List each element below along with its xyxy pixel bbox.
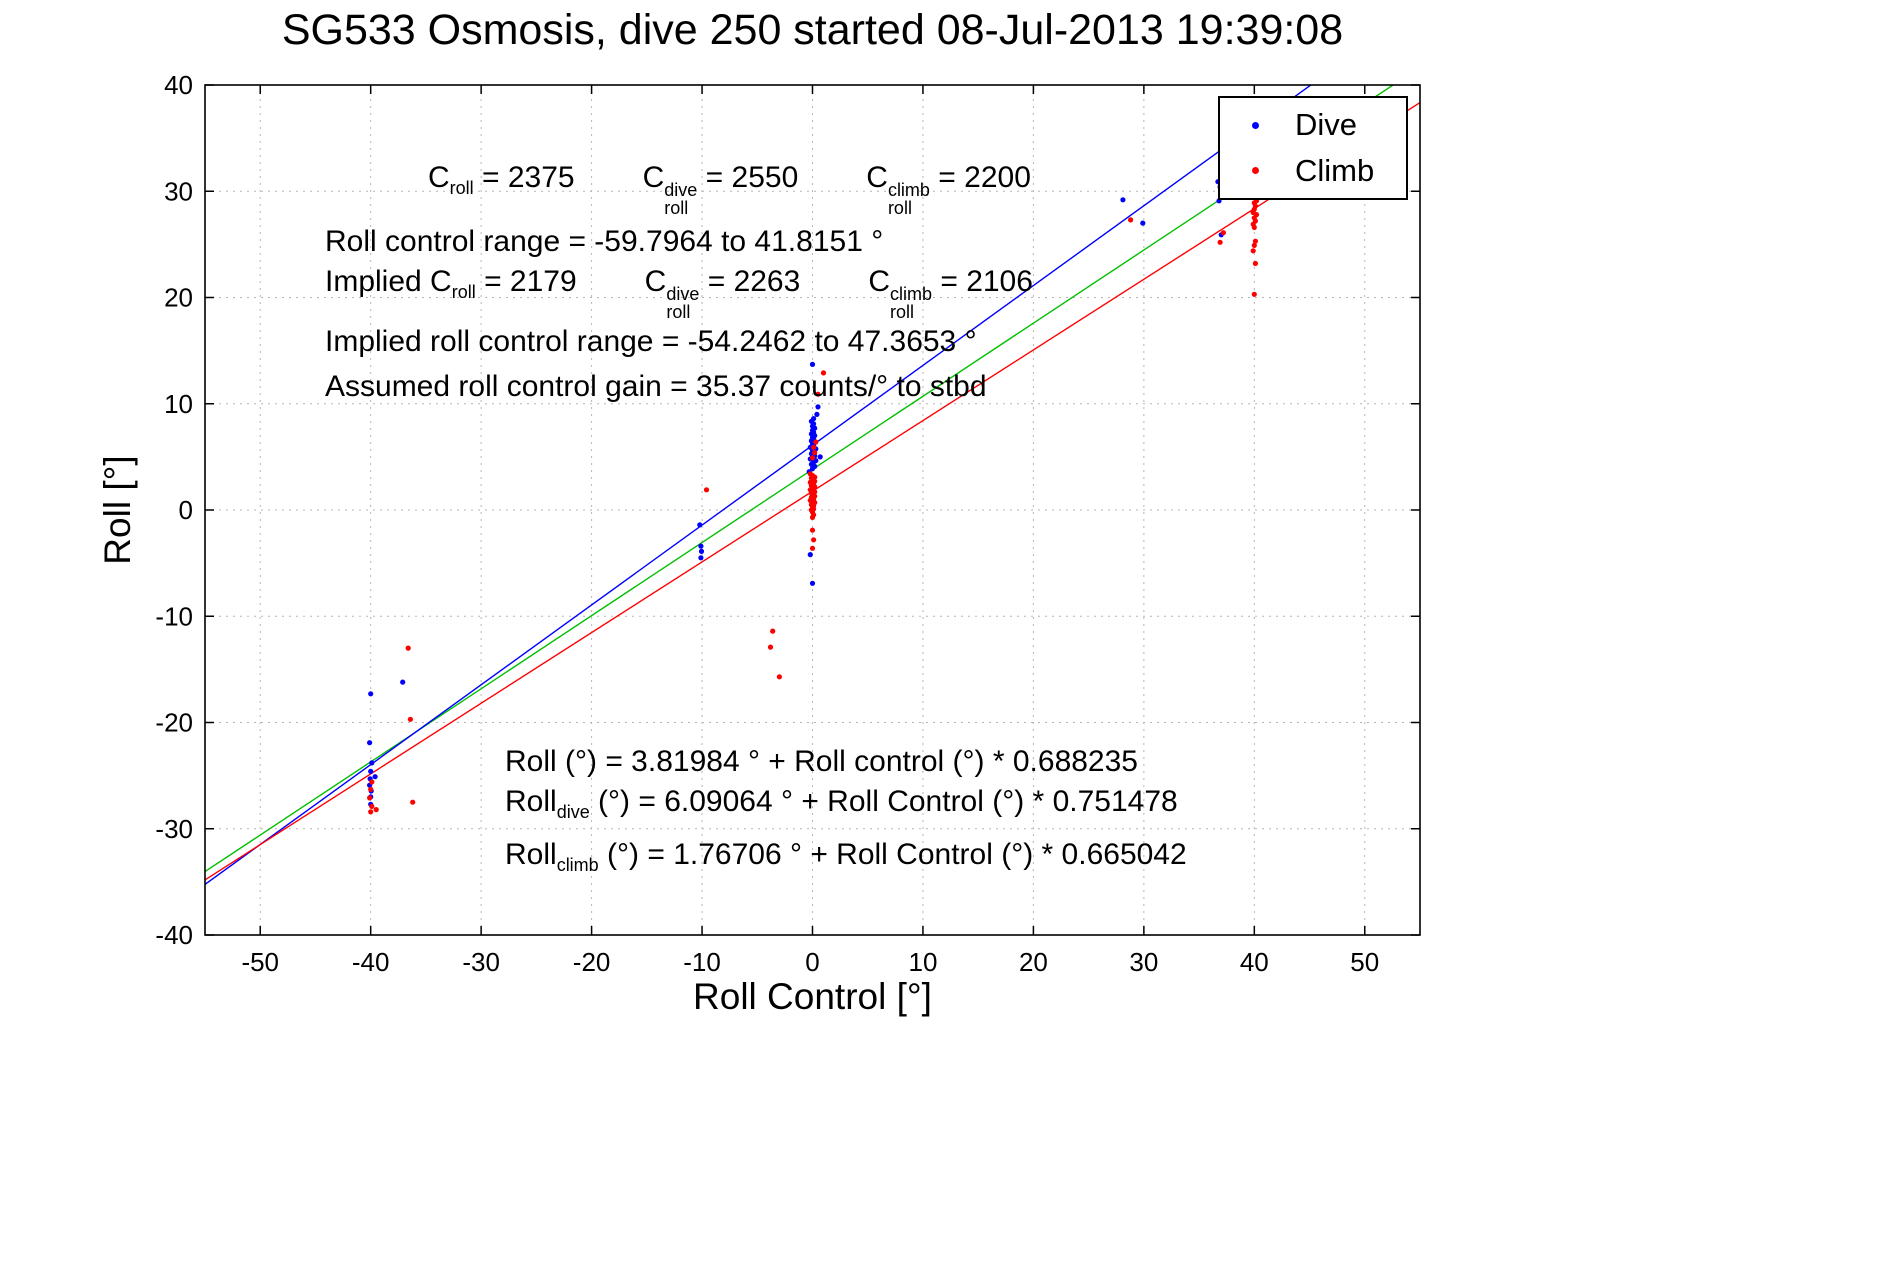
legend-item-climb: Climb [1220,153,1406,189]
svg-text:50: 50 [1350,947,1379,977]
legend-item-dive: Dive [1220,107,1406,143]
svg-text:20: 20 [164,283,193,313]
c-roll-value: Croll = 2375 [428,161,575,199]
svg-text:30: 30 [1129,947,1158,977]
dive-marker-icon [1252,121,1259,129]
svg-text:40: 40 [164,70,193,100]
fit-equation-climb: Rollclimb (°) = 1.76706 ° + Roll Control… [505,838,1187,876]
svg-text:40: 40 [1240,947,1269,977]
svg-text:0: 0 [179,495,193,525]
svg-text:10: 10 [164,389,193,419]
x-axis-label: Roll Control [°] [693,976,932,1017]
svg-text:-30: -30 [155,814,193,844]
svg-text:-20: -20 [573,947,611,977]
svg-text:-50: -50 [241,947,279,977]
fit-equation-all: Roll (°) = 3.81984 ° + Roll control (°) … [505,745,1138,778]
legend-label-dive: Dive [1295,107,1358,143]
chart-title: SG533 Osmosis, dive 250 started 08-Jul-2… [281,6,1344,54]
svg-text:-20: -20 [155,708,193,738]
svg-text:-10: -10 [683,947,721,977]
svg-text:-10: -10 [155,601,193,631]
svg-text:0: 0 [805,947,819,977]
gain-text: Assumed roll control gain = 35.37 counts… [325,370,987,403]
climb-marker-icon [1252,167,1259,175]
roll-control-range-text: Roll control range = -59.7964 to 41.8151… [325,225,884,258]
legend: Dive Climb [1218,96,1408,200]
y-axis-label: Roll [°] [97,455,138,565]
implied-c-roll-value: Implied Croll = 2179 [325,265,577,303]
implied-range-text: Implied roll control range = -54.2462 to… [325,325,977,358]
svg-text:-40: -40 [352,947,390,977]
svg-text:20: 20 [1019,947,1048,977]
svg-text:30: 30 [164,176,193,206]
legend-label-climb: Climb [1295,152,1375,188]
svg-text:-40: -40 [155,920,193,950]
fit-equation-dive: Rolldive (°) = 6.09064 ° + Roll Control … [505,785,1178,823]
svg-text:10: 10 [908,947,937,977]
svg-text:-30: -30 [462,947,500,977]
